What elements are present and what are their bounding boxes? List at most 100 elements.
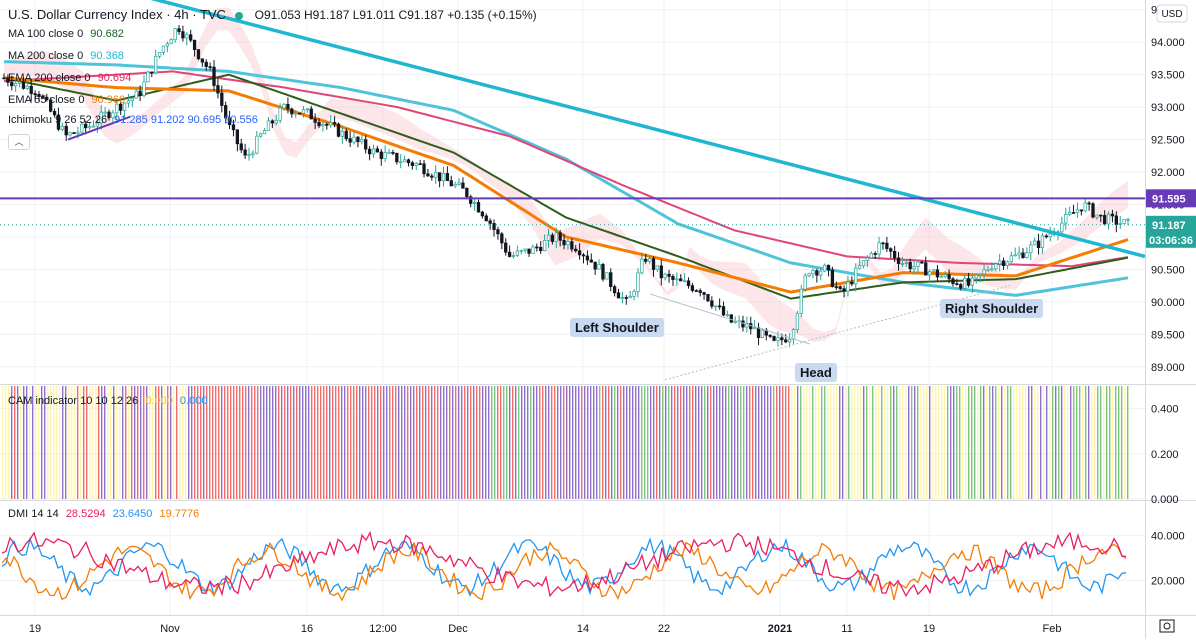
candle-body: [1079, 209, 1083, 212]
cam-bar: [530, 386, 532, 499]
market-status-icon: [235, 11, 244, 20]
legend-ma100[interactable]: MA 100 close 0 90.682: [8, 28, 128, 40]
cam-bar: [1124, 386, 1126, 499]
cam-bar: [653, 386, 655, 499]
candle-body: [515, 250, 520, 256]
cam-bar: [605, 386, 607, 499]
candle-body: [869, 253, 873, 259]
candle-body: [262, 130, 267, 135]
cam-bar: [1043, 386, 1045, 499]
candle-body: [1126, 219, 1130, 221]
y-tick-label: 93.000: [1151, 102, 1185, 114]
head-label[interactable]: Head: [795, 363, 837, 382]
cam-bar: [95, 386, 97, 499]
candle-body: [231, 124, 236, 131]
candle-body: [169, 39, 173, 45]
legend-dmi[interactable]: DMI 14 14 28.5294 23.6450 19.7776: [8, 508, 203, 520]
legend-ema55[interactable]: EMA 55 close 0 90.960: [8, 94, 129, 106]
candle-body: [142, 81, 146, 96]
cam-bar: [107, 386, 109, 499]
candle-body: [927, 271, 932, 276]
cam-bar: [971, 386, 973, 499]
currency-label: USD: [1161, 9, 1182, 20]
candle-body: [336, 123, 341, 137]
cam-bar: [764, 386, 766, 499]
cam-bar: [143, 386, 145, 499]
candle-body: [1013, 254, 1017, 257]
cam-bar: [182, 386, 184, 499]
legend-ma200[interactable]: MA 200 close 0 90.368: [8, 50, 128, 62]
candle-body: [873, 253, 877, 255]
candle-body: [924, 262, 928, 276]
cam-bar: [446, 386, 448, 499]
candle-body: [1060, 222, 1064, 233]
left-shoulder-label[interactable]: Left Shoulder: [570, 318, 664, 337]
cam-bar: [875, 386, 877, 499]
cam-bar: [518, 386, 520, 499]
candle-body: [383, 152, 387, 159]
candle-body: [640, 258, 644, 274]
cam-bar: [311, 386, 313, 499]
candle-body: [663, 273, 667, 279]
cam-bar: [287, 386, 289, 499]
cam-bar: [203, 386, 205, 499]
legend-cam[interactable]: CAM indicator 10 10 12 26 0.000 0.000: [8, 395, 211, 407]
cam-bar: [224, 386, 226, 499]
collapse-legend-button[interactable]: ︿: [8, 134, 30, 150]
candle-body: [457, 182, 461, 185]
candle-body: [842, 288, 846, 292]
cam-bar: [887, 386, 889, 499]
cam-bar: [752, 386, 754, 499]
cam-bar: [776, 386, 778, 499]
cam-bar: [1073, 386, 1075, 499]
candle-body: [1029, 244, 1033, 254]
cam-bar: [482, 386, 484, 499]
candle-body: [216, 85, 220, 94]
candle-body: [157, 52, 162, 57]
candle-body: [714, 305, 718, 308]
candle-body: [360, 139, 364, 143]
cam-bar: [158, 386, 160, 499]
symbol-title[interactable]: U.S. Dollar Currency Index · 4h · TVC: [8, 7, 226, 22]
cam-bar: [743, 386, 745, 499]
cam-bar: [413, 386, 415, 499]
candle-body: [916, 261, 920, 267]
cam-bar: [497, 386, 499, 499]
candle-body: [542, 240, 547, 252]
cam-bar: [860, 386, 862, 499]
cam-bar: [1034, 386, 1036, 499]
legend-ema200[interactable]: EMA 200 close 0 90.694: [8, 72, 135, 84]
cam-bar: [104, 386, 106, 499]
cam-bar: [1049, 386, 1051, 499]
adx-line: [1, 530, 1126, 598]
candle-body: [1048, 233, 1052, 238]
cam-bar: [635, 386, 637, 499]
cam-bar: [821, 386, 823, 499]
cam-bar: [1106, 386, 1108, 499]
cam-bar: [686, 386, 688, 499]
right-shoulder-label[interactable]: Right Shoulder: [940, 299, 1044, 318]
cam-bar: [68, 386, 70, 499]
legend-label: Ichimoku 9 26 52 26: [8, 114, 108, 126]
candle-body: [535, 246, 539, 249]
candle-body: [449, 180, 453, 187]
cam-bar: [86, 386, 88, 499]
candle-body: [877, 242, 881, 255]
candle-body: [955, 283, 959, 285]
candle-body: [192, 39, 197, 50]
candle-body: [445, 173, 450, 181]
cam-bar: [908, 386, 910, 499]
candle-body: [146, 71, 150, 83]
cam-bar: [377, 386, 379, 499]
candle-body: [546, 234, 551, 241]
cam-bar: [1082, 386, 1084, 499]
cam-bar: [71, 386, 73, 499]
candle-body: [729, 314, 733, 323]
cam-bar: [839, 386, 841, 499]
legend-ichimoku[interactable]: Ichimoku 9 26 52 26 91.285 91.202 90.695…: [8, 114, 262, 126]
cam-bar: [356, 386, 358, 499]
cam-bar: [566, 386, 568, 499]
candle-body: [854, 267, 858, 285]
